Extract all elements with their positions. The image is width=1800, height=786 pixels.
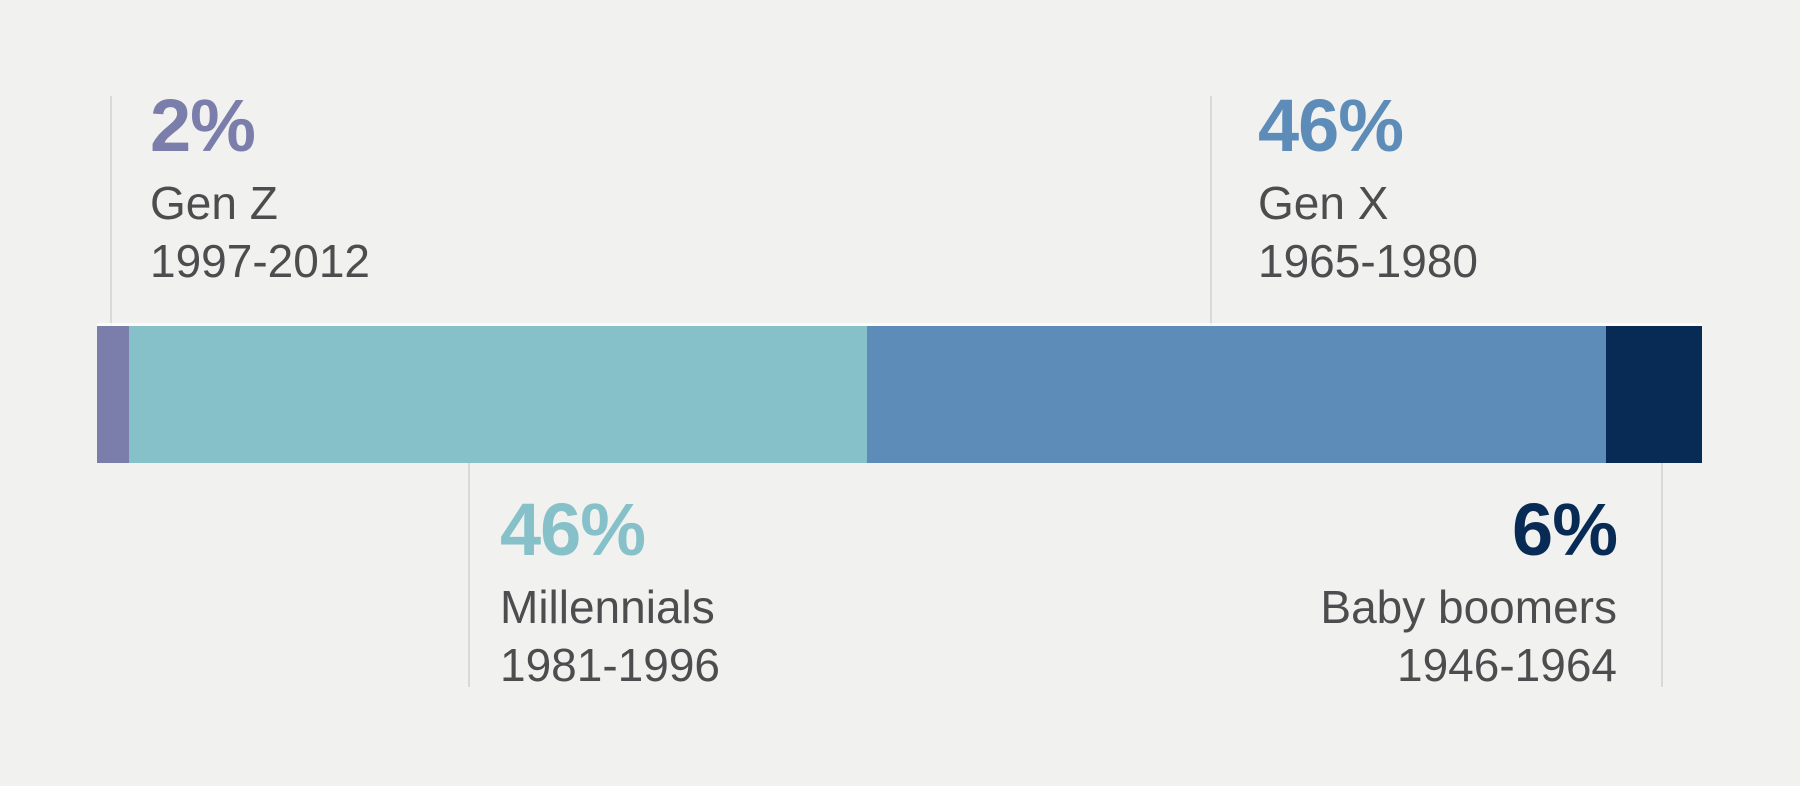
callout-gen-z: 2% Gen Z 1997-2012 (150, 86, 370, 290)
gen-x-percent: 46% (1258, 84, 1404, 167)
gen-z-guide-line (110, 96, 112, 326)
baby-boomers-years: 1946-1964 (1397, 639, 1617, 691)
baby-boomers-percent: 6% (1512, 488, 1618, 571)
gen-z-label: Gen Z (150, 177, 278, 229)
baby-boomers-guide-line (1661, 463, 1663, 687)
bar-segment-baby-boomers (1605, 326, 1702, 463)
millennials-percent: 46% (500, 488, 646, 571)
gen-z-years: 1997-2012 (150, 235, 370, 287)
callout-millennials: 46% Millennials 1981-1996 (500, 490, 720, 694)
millennials-years: 1981-1996 (500, 639, 720, 691)
bar-segment-gen-x (867, 326, 1606, 463)
gen-x-years: 1965-1980 (1258, 235, 1478, 287)
stacked-bar (97, 323, 1702, 463)
bar-segment-millennials (129, 326, 868, 463)
bar-segment-gen-z (97, 326, 130, 463)
callout-baby-boomers: 6% Baby boomers 1946-1964 (1320, 488, 1618, 694)
gen-x-guide-line (1210, 96, 1212, 326)
gen-x-label: Gen X (1258, 177, 1389, 229)
millennials-guide-line (468, 463, 470, 687)
millennials-label: Millennials (500, 581, 715, 633)
gen-z-percent: 2% (150, 84, 256, 167)
baby-boomers-label: Baby boomers (1320, 581, 1617, 633)
callout-gen-x: 46% Gen X 1965-1980 (1258, 86, 1478, 290)
